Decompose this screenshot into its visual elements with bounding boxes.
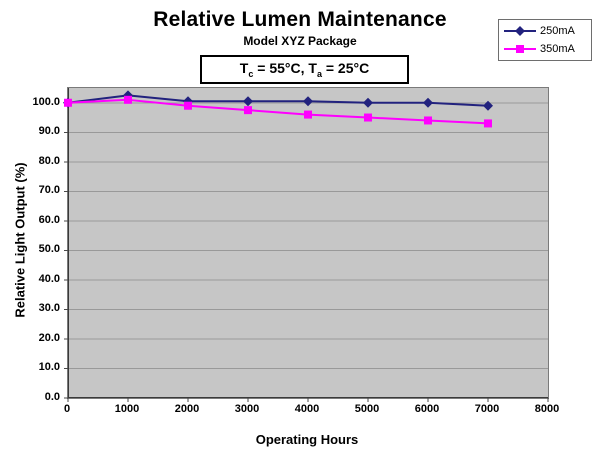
y-tick-label: 40.0 [38, 272, 60, 285]
plot-area [63, 87, 549, 402]
x-tick-label: 5000 [354, 403, 380, 415]
y-tick-label: 60.0 [38, 213, 60, 226]
data-point-250mA [423, 97, 433, 108]
annotation-text: Tc = 55°C, Ta = 25°C [240, 60, 369, 79]
annotation-part: T [239, 60, 249, 77]
x-tick-label: 6000 [414, 403, 440, 415]
chart-title: Relative Lumen Maintenance [153, 8, 447, 31]
x-tick-label: 2000 [174, 403, 200, 415]
data-point-350mA [484, 119, 492, 128]
annotation-part: = 55°C, T [253, 60, 317, 77]
x-tick-label: 8000 [534, 403, 560, 415]
legend-label: 350mA [540, 43, 575, 55]
legend-label: 250mA [540, 25, 575, 37]
y-tick-label: 0.0 [44, 391, 60, 403]
series-line-350mA [67, 98, 489, 125]
y-tick-label: 30.0 [38, 302, 60, 315]
legend-item-350mA: 350mA [503, 40, 591, 58]
data-point-250mA [243, 96, 253, 107]
series-line-250mA [67, 94, 489, 107]
data-point-350mA [64, 98, 72, 107]
data-point-350mA [184, 101, 192, 110]
y-tick-label: 20.0 [38, 331, 60, 344]
data-point-350mA [364, 113, 372, 122]
data-point-350mA [124, 95, 132, 104]
data-point-350mA [304, 110, 312, 119]
y-tick-label: 50.0 [38, 243, 60, 256]
y-tick-label: 100.0 [32, 95, 60, 108]
data-point-350mA [424, 116, 432, 125]
y-tick-label: 10.0 [38, 361, 60, 374]
legend-box: 250mA 350mA [498, 19, 592, 61]
x-axis-title: Operating Hours [255, 432, 359, 447]
annotation-subscript: a [316, 68, 322, 79]
plot-svg [63, 88, 549, 402]
x-tick-label: 0 [63, 403, 71, 415]
chart-subtitle: Model XYZ Package [243, 34, 357, 48]
annotation-subscript: c [248, 68, 254, 79]
x-tick-label: 3000 [234, 403, 260, 415]
legend-marker-diamond [504, 26, 536, 36]
y-tick-label: 80.0 [38, 154, 60, 167]
data-point-250mA [303, 96, 313, 107]
legend-marker-square [504, 45, 536, 53]
x-tick-label: 4000 [294, 403, 320, 415]
legend-item-250mA: 250mA [503, 22, 591, 40]
y-tick-label: 90.0 [38, 125, 60, 138]
data-point-250mA [363, 97, 373, 108]
x-tick-label: 7000 [474, 403, 500, 415]
data-point-250mA [483, 100, 493, 111]
annotation-part: = 25°C [321, 60, 370, 77]
data-point-350mA [244, 106, 252, 115]
x-tick-label: 1000 [114, 403, 140, 415]
y-tick-label: 70.0 [38, 184, 60, 197]
annotation-box: Tc = 55°C, Ta = 25°C [200, 55, 409, 84]
